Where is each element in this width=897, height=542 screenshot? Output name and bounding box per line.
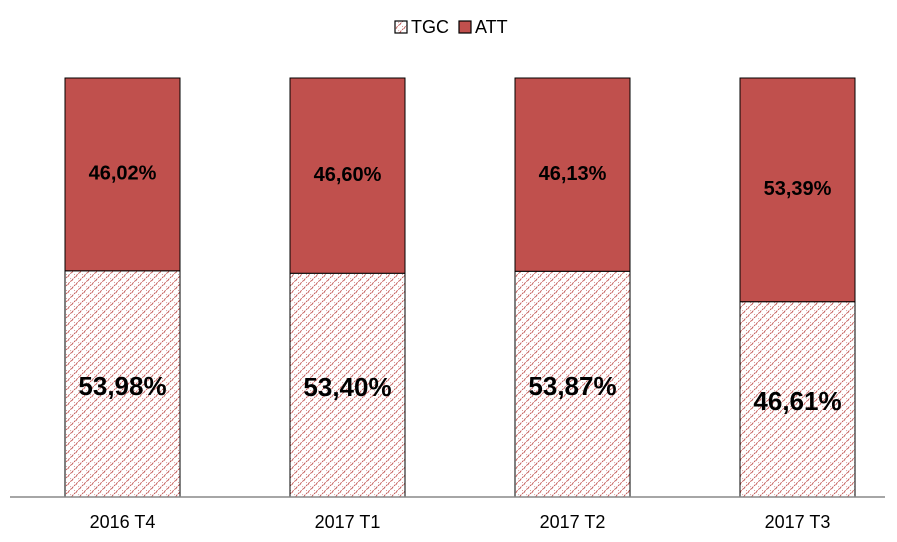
value-label: 53,40%	[303, 372, 391, 402]
value-label: 53,39%	[764, 178, 832, 200]
bar-segment	[64, 270, 181, 498]
bar-segment	[739, 301, 856, 498]
legend-label: ATT	[475, 17, 508, 37]
legend-swatch	[458, 20, 472, 34]
bar-segment	[739, 77, 856, 303]
x-tick-label: 2017 T3	[765, 512, 831, 532]
value-label: 46,61%	[753, 386, 841, 416]
value-label: 46,02%	[89, 163, 157, 185]
legend-label: TGC	[411, 17, 449, 37]
bar-segment	[64, 77, 181, 272]
x-tick-label: 2017 T1	[315, 512, 381, 532]
x-tick-label: 2016 T4	[90, 512, 156, 532]
bar-segment	[514, 77, 631, 272]
value-label: 53,98%	[78, 371, 166, 401]
bar-segment	[514, 270, 631, 498]
bar-segment	[289, 77, 406, 274]
value-label: 46,60%	[314, 164, 382, 186]
legend-swatch	[394, 20, 408, 34]
value-label: 46,13%	[539, 163, 607, 185]
x-tick-label: 2017 T2	[540, 512, 606, 532]
value-label: 53,87%	[528, 371, 616, 401]
